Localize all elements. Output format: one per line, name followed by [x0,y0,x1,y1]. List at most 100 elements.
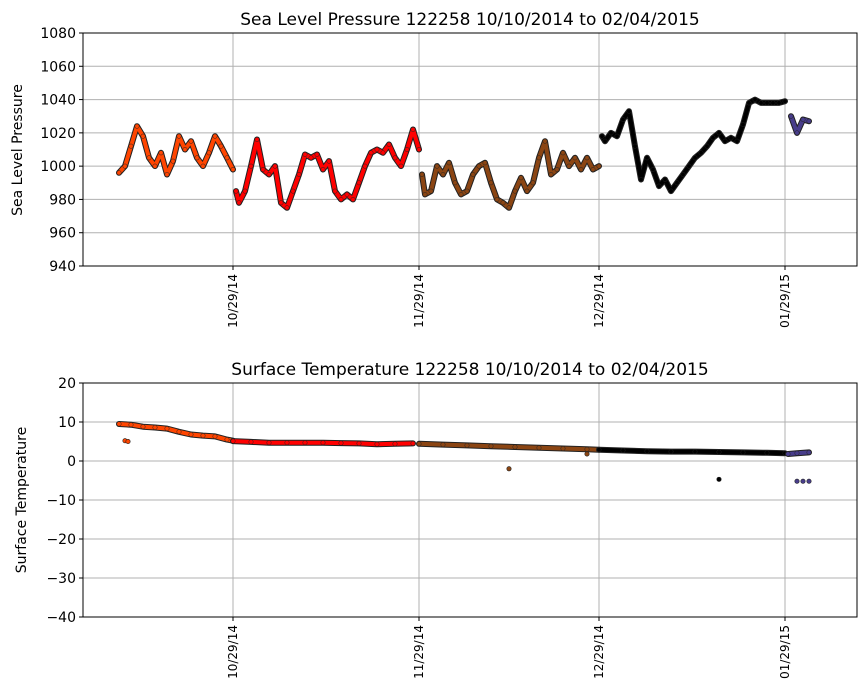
data-point [722,138,728,144]
temperature-series-oct-2014 [116,421,236,444]
data-point [254,137,260,142]
data-point [692,449,698,455]
data-point [314,152,320,157]
data-point [476,163,482,169]
temperature-axes-frame [82,382,858,618]
data-point [560,446,566,451]
data-point [188,138,194,144]
data-point [302,152,308,157]
data-point [446,160,452,166]
data-point [746,100,752,106]
pressure-y-axis-label: Sea Level Pressure [10,84,26,216]
data-point [368,150,374,156]
data-point [158,150,164,156]
data-point [596,447,602,453]
data-point [224,155,230,161]
data-point [266,172,272,177]
temperature-y-tick-label: −20 [46,532,76,548]
data-point [788,113,794,119]
data-point [782,98,788,104]
data-point [566,163,572,169]
data-point [770,100,776,106]
data-point [128,143,134,149]
data-point [152,425,158,430]
data-point [326,158,332,164]
data-point [716,130,722,136]
data-point [698,150,704,156]
pressure-series-dec-2014-line [420,139,601,210]
data-point [602,138,608,144]
pressure-y-tick-label: 1080 [40,26,76,42]
data-point [608,130,614,136]
data-point [758,100,764,106]
outlier-point [806,478,812,484]
pressure-x-tick-label: 12/29/14 [592,274,606,328]
outlier-point [794,478,800,484]
outlier-point [716,476,722,482]
pressure-axes-frame [82,32,858,267]
data-point [260,167,266,172]
data-point [308,155,314,161]
pressure-series-jan-2015 [599,96,788,195]
data-point [266,440,272,446]
data-point [500,200,506,206]
data-point [392,441,398,447]
pressure-y-tick-label: 980 [49,192,76,208]
data-point [146,155,152,161]
data-point [710,135,716,141]
pressure-chart-title: Sea Level Pressure 122258 10/10/2014 to … [240,10,699,30]
data-point [650,167,656,172]
temperature-x-tick-label: 01/29/15 [778,625,792,679]
data-point [704,143,710,149]
data-point [362,163,368,169]
data-point [764,450,770,456]
data-point [176,133,182,139]
data-point [806,449,812,455]
data-point [338,440,344,446]
data-point [284,205,290,211]
temperature-y-tick-label: 20 [58,376,76,392]
data-point [620,448,626,453]
data-point [518,175,524,181]
data-point [464,442,470,448]
data-point [488,443,494,449]
data-point [488,180,494,186]
data-point [512,188,518,194]
data-point [386,142,392,147]
pressure-y-tick-label: 1000 [40,159,76,175]
data-point [230,438,236,444]
data-point [320,440,326,446]
data-point [332,188,338,194]
temperature-series-dec-2014 [416,440,602,472]
data-point [374,441,380,447]
data-point [554,167,560,172]
data-point [668,449,674,455]
data-point [230,167,236,172]
data-point [176,429,182,435]
pressure-y-tick-label: 960 [49,226,76,242]
data-point [662,177,668,182]
data-point [536,155,542,161]
data-point [584,446,590,452]
temperature-series-jan-2015 [596,446,788,482]
data-point [440,172,446,177]
data-point [302,440,308,446]
data-point [416,147,422,152]
data-point [458,191,464,197]
pressure-series-dec-2014 [419,138,602,211]
pressure-chart: Sea Level Pressure 122258 10/10/2014 to … [10,10,858,328]
data-point [494,196,500,202]
data-point [188,432,194,437]
data-point [248,439,254,445]
outlier-point [506,466,512,472]
data-point [116,170,122,176]
temperature-y-tick-label: −30 [46,571,76,587]
data-point [404,147,410,152]
data-point [764,100,770,106]
pressure-y-tick-label: 1060 [40,59,76,75]
data-point [140,133,146,139]
data-point [626,108,632,114]
data-point [440,442,446,448]
data-point [380,150,386,156]
data-point [506,205,512,211]
